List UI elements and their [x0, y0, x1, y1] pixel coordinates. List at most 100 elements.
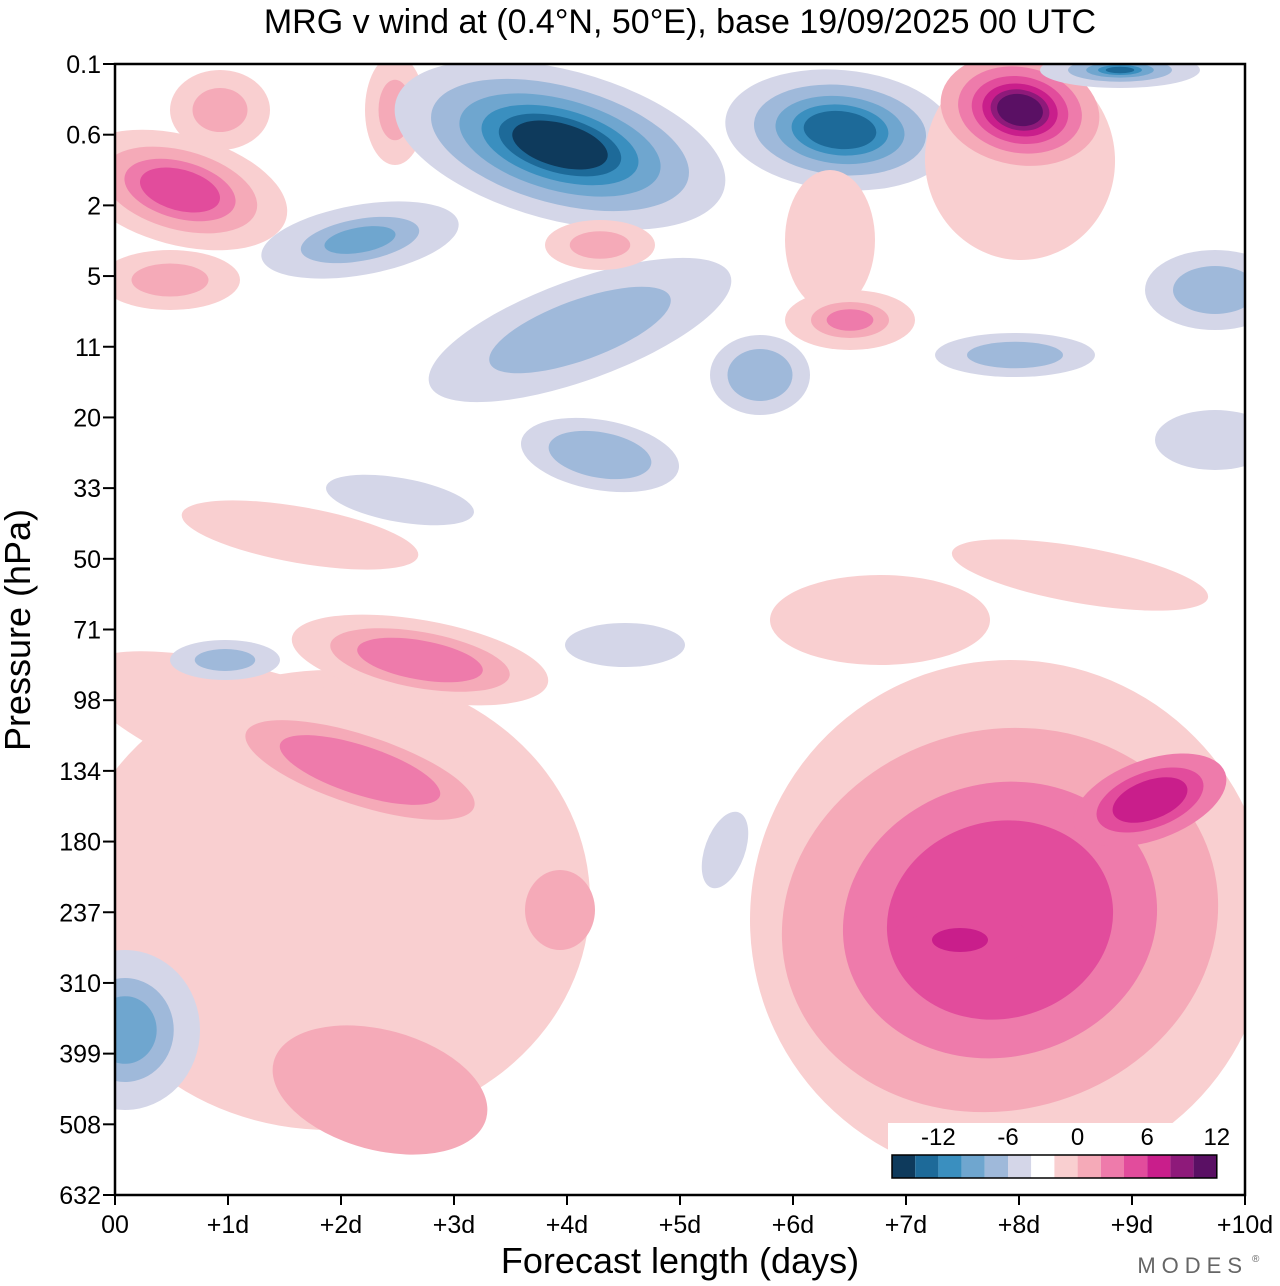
- negative-anomaly-20hPa-4d: [520, 417, 680, 493]
- x-axis: 00 +1d +2d +3d +4d +5d +6d +7d +8d +9d +10d: [101, 1195, 1273, 1239]
- negative-anomaly-180-east: [701, 811, 749, 889]
- colorbar-label: 0: [1071, 1124, 1084, 1151]
- positive-anomaly-11hPa-6d: [785, 290, 915, 350]
- y-tick-label: 134: [59, 758, 101, 786]
- x-axis-label: Forecast length (days): [501, 1240, 859, 1281]
- positive-anomaly-2hPa-west: [115, 129, 288, 251]
- positive-anomaly-west-134-core: [245, 720, 475, 820]
- negative-anomaly-surface-west: [115, 950, 200, 1110]
- negative-anomaly-0.1hPa-9d: [1040, 64, 1200, 88]
- colorbar-label: -6: [997, 1124, 1018, 1151]
- positive-anomaly-0.6hPa-west-level: [192, 88, 248, 132]
- x-tick-label: +2d: [320, 1211, 362, 1239]
- positive-anomaly-2hPa-west-level: [139, 167, 221, 213]
- negative-anomaly-5hPa-2d: [261, 201, 459, 279]
- negative-anomaly-98-west: [170, 640, 280, 680]
- positive-anomaly-71hPa-east-level: [770, 575, 990, 665]
- negative-anomaly-98-west-level: [194, 649, 256, 671]
- positive-anomaly-west-237-level: [525, 870, 595, 950]
- positive-anomaly-50hPa-2d: [181, 500, 419, 570]
- positive-anomaly-50hPa-8d-level: [951, 539, 1209, 611]
- positive-anomaly-3hPa-4d-level: [569, 231, 631, 259]
- negative-anomaly-11hPa-8d: [935, 333, 1095, 377]
- negative-anomaly-0.1hPa-9d-level: [1105, 66, 1135, 74]
- negative-anomaly-33hPa-3d-level: [326, 474, 474, 526]
- chart-title: MRG v wind at (0.4°N, 50°E), base 19/09/…: [264, 3, 1096, 41]
- positive-anomaly-west-lower-core: [272, 1025, 488, 1155]
- colorbar-box: [1124, 1155, 1148, 1178]
- colorbar-box: [1100, 1155, 1124, 1178]
- negative-anomaly-surface-west-level: [115, 996, 157, 1064]
- colorbar-box: [915, 1155, 939, 1178]
- y-axis: 0.1 0.6 2 5 11 20 33 50 71 98 134 180 237 310 399 508 63…: [59, 51, 115, 1210]
- colorbar-box: [892, 1155, 916, 1178]
- x-tick-label: +8d: [998, 1211, 1040, 1239]
- positive-anomaly-5hPa-west: [115, 250, 240, 310]
- colorbar-outline: [891, 1154, 1218, 1179]
- positive-anomaly-71hPa-east: [770, 575, 990, 665]
- colorbar-box: [1054, 1155, 1078, 1178]
- positive-anomaly-11hPa-6d-level: [826, 309, 874, 331]
- y-tick-label: 237: [59, 899, 101, 927]
- colorbar: -12 -6 0 6 12: [888, 1123, 1230, 1183]
- x-tick-label: +9d: [1111, 1211, 1153, 1239]
- y-tick-label: 33: [73, 475, 101, 503]
- positive-anomaly-71-level: [357, 637, 483, 683]
- y-tick-label: 0.6: [66, 122, 101, 150]
- positive-anomaly-3hPa-4d: [545, 220, 655, 270]
- x-tick-label: +10d: [1217, 1211, 1273, 1239]
- negative-anomaly-71-mid-level: [565, 623, 685, 667]
- x-tick-label: +4d: [546, 1211, 588, 1239]
- positive-anomaly-west-237: [525, 870, 595, 950]
- y-tick-label: 98: [73, 687, 101, 715]
- negative-anomaly-0.6hPa-7d-level: [803, 110, 877, 150]
- negative-anomaly-20hPa-10d: [1155, 410, 1245, 470]
- negative-anomaly-180-east-level: [701, 811, 749, 889]
- negative-anomaly-5hPa-10d-level: [1173, 266, 1245, 314]
- positive-anomaly-east-134-level: [1112, 777, 1188, 823]
- y-tick-label: 2: [87, 192, 101, 220]
- y-tick-label: 180: [59, 829, 101, 857]
- positive-anomaly-50hPa-2d-level: [181, 500, 419, 570]
- positive-anomaly-0.1hPa-8d-core-level: [997, 93, 1043, 127]
- negative-anomaly-5hPa-10d: [1145, 250, 1245, 330]
- colorbar-box: [984, 1155, 1008, 1178]
- negative-anomaly-0.6hPa-7d: [725, 69, 955, 191]
- y-tick-label: 508: [59, 1111, 101, 1139]
- x-tick-label: 00: [101, 1211, 129, 1239]
- negative-anomaly-5hPa-2d-level: [324, 226, 396, 254]
- colorbar-label: -12: [921, 1124, 956, 1151]
- x-tick-label: +7d: [885, 1211, 927, 1239]
- negative-anomaly-20hPa-10d-level: [1155, 410, 1245, 470]
- y-tick-label: 399: [59, 1041, 101, 1069]
- y-tick-label: 632: [59, 1182, 101, 1210]
- negative-anomaly-11hPa-8d-level: [967, 341, 1063, 369]
- positive-anomaly-71: [291, 614, 549, 706]
- y-tick-label: 310: [59, 970, 101, 998]
- colorbar-box: [1147, 1155, 1171, 1178]
- y-tick-label: 71: [73, 617, 101, 645]
- colorbar-label: 12: [1203, 1124, 1230, 1151]
- negative-anomaly-33hPa-3d: [326, 474, 474, 526]
- positive-anomaly-0.1hPa-8d-core: [940, 64, 1100, 166]
- negative-anomaly-71-mid: [565, 623, 685, 667]
- positive-anomaly-5hPa-west-level: [131, 263, 209, 297]
- positive-anomaly-upper-trop-east-max-level: [932, 928, 988, 952]
- colorbar-box: [938, 1155, 962, 1178]
- positive-anomaly-50hPa-8d: [951, 539, 1209, 611]
- negative-anomaly-11hPa-5d: [710, 335, 810, 415]
- x-tick-label: +1d: [207, 1211, 249, 1239]
- positive-anomaly-0.6hPa-west: [170, 70, 270, 150]
- x-tick-label: +5d: [659, 1211, 701, 1239]
- y-tick-label: 50: [73, 546, 101, 574]
- y-tick-label: 20: [73, 404, 101, 432]
- colorbar-box: [1170, 1155, 1194, 1178]
- y-axis-label: Pressure (hPa): [0, 509, 38, 751]
- positive-anomaly-5hPa-7d-level: [785, 170, 875, 310]
- negative-anomaly-11hPa-5d-level: [727, 349, 793, 401]
- negative-anomaly-11hPa-4d-level: [489, 286, 671, 374]
- positive-anomaly-upper-trop-east-max: [890, 910, 1030, 970]
- colorbar-label: 6: [1141, 1124, 1154, 1151]
- colorbar-box: [1193, 1155, 1217, 1178]
